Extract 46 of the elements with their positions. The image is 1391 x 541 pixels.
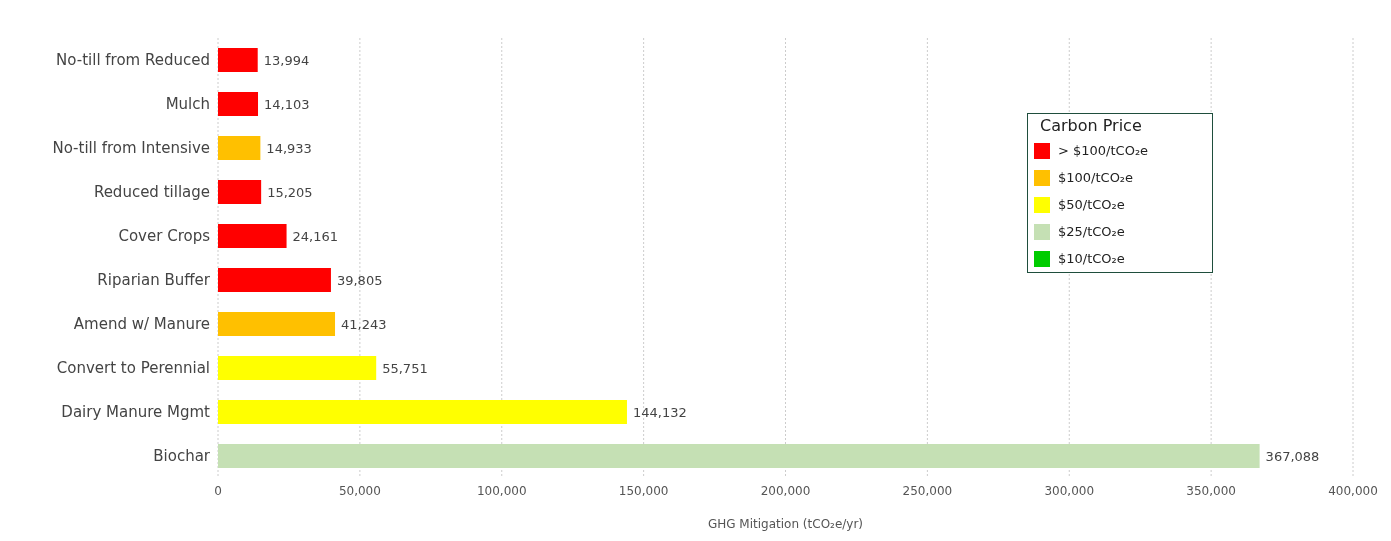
- bar: [218, 400, 627, 424]
- legend-label: $50/tCO₂e: [1057, 197, 1126, 212]
- data-label: 24,161: [292, 228, 339, 244]
- data-label: 14,933: [266, 140, 312, 156]
- bar: [218, 136, 261, 160]
- y-tick-label: Convert to Perennial: [56, 359, 210, 378]
- x-tick-label: 300,000: [1044, 483, 1095, 498]
- x-tick-label: 200,000: [760, 483, 811, 498]
- x-tick-label: 250,000: [902, 483, 953, 498]
- y-tick-label: Cover Crops: [118, 227, 211, 246]
- y-tick-label: Reduced tillage: [93, 183, 210, 202]
- y-tick-label: Amend w/ Manure: [73, 315, 210, 334]
- x-tick-label: 50,000: [338, 483, 381, 498]
- y-tick-label: Biochar: [153, 447, 211, 466]
- x-axis-title: GHG Mitigation (tCO₂e/yr): [707, 517, 864, 531]
- y-tick-label: Mulch: [165, 95, 210, 114]
- legend-label: $10/tCO₂e: [1057, 251, 1126, 266]
- x-tick-label: 150,000: [618, 483, 669, 498]
- bar: [218, 268, 331, 292]
- bar: [218, 48, 258, 72]
- legend-title: Carbon Price: [1039, 115, 1143, 137]
- y-tick-label: No-till from Intensive: [52, 139, 210, 158]
- data-label: 39,805: [336, 272, 383, 288]
- x-tick-label: 0: [214, 483, 222, 498]
- legend-label: $100/tCO₂e: [1057, 170, 1135, 185]
- data-label: 14,103: [264, 96, 310, 112]
- y-tick-label: Dairy Manure Mgmt: [61, 403, 211, 422]
- x-tick-label: 100,000: [476, 483, 527, 498]
- legend-label: $25/tCO₂e: [1057, 224, 1126, 239]
- data-label: 144,132: [632, 404, 687, 420]
- x-tick-label: 350,000: [1186, 483, 1236, 498]
- bar: [218, 224, 287, 248]
- data-label: 55,751: [382, 360, 428, 376]
- data-label: 15,205: [267, 184, 313, 200]
- legend-label: > $100/tCO₂e: [1057, 143, 1150, 158]
- data-label: 41,243: [341, 316, 387, 332]
- bar: [218, 356, 377, 380]
- y-tick-label: No-till from Reduced: [56, 51, 210, 70]
- data-label: 13,994: [263, 52, 310, 68]
- y-tick-label: Riparian Buffer: [97, 271, 211, 290]
- x-tick-label: 400,000: [1328, 483, 1378, 498]
- data-label: 367,088: [1265, 448, 1320, 464]
- bar: [218, 444, 1260, 468]
- bar: [218, 312, 336, 336]
- bar: [218, 180, 262, 204]
- bar: [218, 92, 259, 116]
